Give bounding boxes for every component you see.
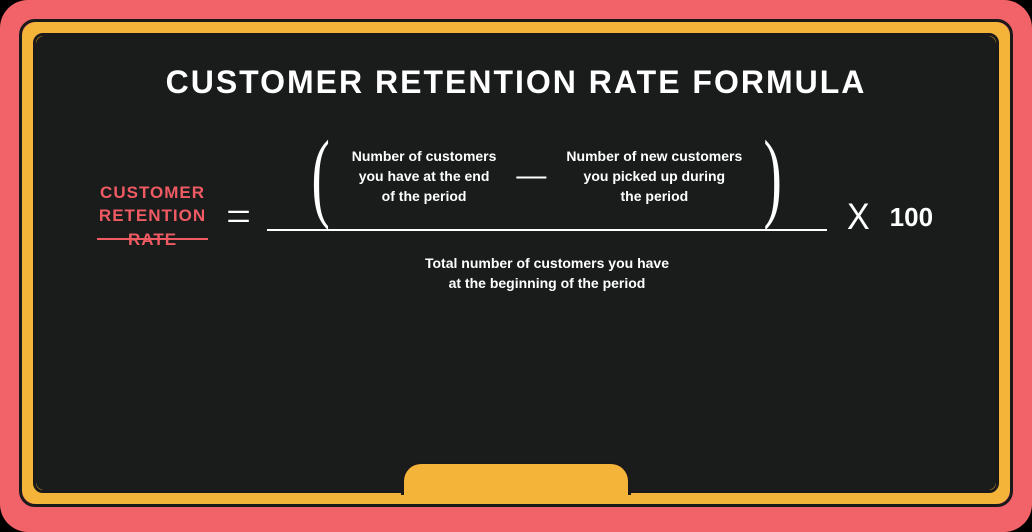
- numerator-term2: Number of new customers you picked up du…: [566, 146, 742, 207]
- numerator: ( Number of customers you have at the en…: [304, 141, 789, 211]
- term2-line2: you picked up during: [566, 166, 742, 186]
- card-background: CUSTOMER RETENTION RATE FORMULA CUSTOMER…: [0, 0, 1032, 532]
- fraction: ( Number of customers you have at the en…: [267, 141, 827, 294]
- denominator: Total number of customers you have at th…: [425, 253, 669, 294]
- chalk-tray: [401, 461, 631, 495]
- term1-line1: Number of customers: [352, 146, 497, 166]
- term1-line2: you have at the end: [352, 166, 497, 186]
- numerator-term1: Number of customers you have at the end …: [352, 146, 497, 207]
- lhs-line1: CUSTOMER: [99, 181, 206, 205]
- denom-line1: Total number of customers you have: [425, 253, 669, 273]
- chalkboard: CUSTOMER RETENTION RATE FORMULA CUSTOMER…: [36, 36, 996, 490]
- chalkboard-frame: CUSTOMER RETENTION RATE FORMULA CUSTOMER…: [22, 22, 1010, 504]
- term2-line1: Number of new customers: [566, 146, 742, 166]
- fraction-bar: [267, 229, 827, 231]
- equals-sign: =: [226, 195, 247, 239]
- formula-container: CUSTOMER RETENTION RATE = ( Number of cu…: [76, 141, 956, 294]
- right-paren: ): [764, 141, 782, 211]
- multiplier-100: 100: [890, 202, 933, 233]
- minus-sign: —: [510, 159, 552, 193]
- lhs-line3: RATE: [99, 228, 206, 252]
- lhs-line2: RETENTION: [99, 204, 206, 228]
- term2-line3: the period: [566, 186, 742, 206]
- times-sign: X: [847, 196, 870, 239]
- term1-line3: of the period: [352, 186, 497, 206]
- lhs-underline: [97, 238, 208, 240]
- denom-line2: at the beginning of the period: [425, 273, 669, 293]
- formula-title: CUSTOMER RETENTION RATE FORMULA: [76, 64, 956, 101]
- formula-lhs: CUSTOMER RETENTION RATE: [99, 181, 206, 254]
- left-paren: (: [312, 141, 330, 211]
